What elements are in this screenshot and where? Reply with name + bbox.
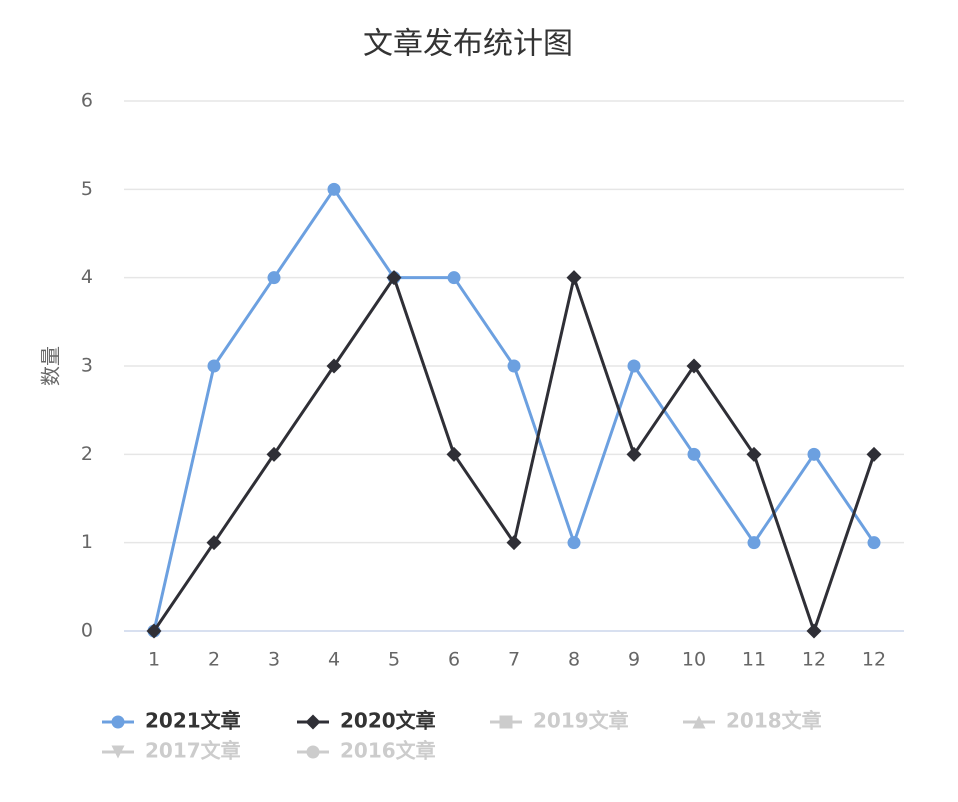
x-tick-label: 7 bbox=[508, 649, 520, 671]
legend-item[interactable]: 2016文章 bbox=[297, 739, 436, 763]
data-point bbox=[626, 446, 642, 462]
data-point bbox=[327, 182, 341, 196]
y-tick-label: 0 bbox=[81, 620, 93, 642]
legend-item[interactable]: 2019文章 bbox=[490, 709, 629, 733]
data-point bbox=[567, 536, 581, 550]
legend-item[interactable]: 2017文章 bbox=[102, 739, 241, 763]
legend-item[interactable]: 2020文章 bbox=[297, 709, 436, 733]
x-tick-label: 11 bbox=[742, 649, 766, 671]
data-point bbox=[506, 535, 522, 551]
data-point bbox=[627, 359, 641, 373]
chart-title: 文章发布统计图 bbox=[363, 27, 573, 62]
series-line bbox=[152, 187, 876, 632]
x-tick-label: 9 bbox=[628, 649, 640, 671]
legend-symbol bbox=[306, 745, 320, 759]
x-tick-label: 5 bbox=[388, 649, 400, 671]
y-tick-label: 4 bbox=[81, 266, 93, 288]
legend-symbol bbox=[305, 714, 321, 730]
data-point bbox=[746, 446, 762, 462]
x-tick-label: 8 bbox=[568, 649, 580, 671]
x-tick-label: 12 bbox=[802, 649, 826, 671]
data-point bbox=[446, 446, 462, 462]
data-point bbox=[747, 536, 761, 550]
data-point bbox=[566, 270, 582, 286]
legend-item[interactable]: 2018文章 bbox=[683, 709, 822, 733]
data-point bbox=[146, 623, 162, 639]
legend-label: 2016文章 bbox=[340, 739, 436, 763]
data-point bbox=[507, 359, 521, 373]
data-point bbox=[687, 447, 701, 461]
data-point bbox=[326, 358, 342, 374]
data-point bbox=[447, 271, 461, 285]
data-point bbox=[807, 447, 821, 461]
y-tick-label: 5 bbox=[81, 178, 93, 200]
legend-label: 2020文章 bbox=[340, 709, 436, 733]
y-tick-label: 1 bbox=[81, 531, 93, 553]
x-tick-label: 6 bbox=[448, 649, 460, 671]
legend-label: 2018文章 bbox=[726, 709, 822, 733]
data-point bbox=[206, 535, 222, 551]
data-point bbox=[267, 271, 281, 285]
data-point bbox=[686, 358, 702, 374]
x-tick-label: 4 bbox=[328, 649, 340, 671]
x-tick-label: 12 bbox=[862, 649, 886, 671]
data-point bbox=[867, 536, 881, 550]
legend-label: 2021文章 bbox=[145, 709, 241, 733]
legend-symbol bbox=[499, 715, 513, 729]
y-tick-label: 6 bbox=[81, 90, 93, 112]
x-tick-label: 3 bbox=[268, 649, 280, 671]
x-tick-label: 2 bbox=[208, 649, 220, 671]
y-tick-label: 3 bbox=[81, 355, 93, 377]
data-point bbox=[266, 446, 282, 462]
data-point bbox=[806, 623, 822, 639]
x-tick-label: 1 bbox=[148, 649, 160, 671]
legend-symbol bbox=[111, 745, 125, 759]
x-tick-label: 10 bbox=[682, 649, 706, 671]
legend-item[interactable]: 2021文章 bbox=[102, 709, 241, 733]
legend-label: 2017文章 bbox=[145, 739, 241, 763]
data-point bbox=[866, 446, 882, 462]
data-point bbox=[386, 270, 402, 286]
y-tick-label: 2 bbox=[81, 443, 93, 465]
legend-symbol bbox=[692, 715, 706, 729]
data-point bbox=[207, 359, 221, 373]
y-axis-label: 数量 bbox=[39, 346, 63, 386]
legend-label: 2019文章 bbox=[533, 709, 629, 733]
legend-symbol bbox=[111, 715, 125, 729]
